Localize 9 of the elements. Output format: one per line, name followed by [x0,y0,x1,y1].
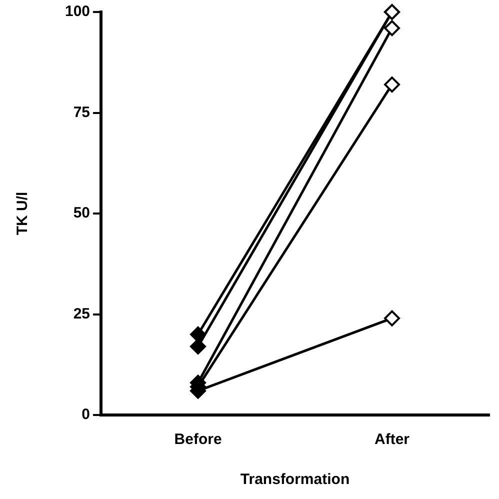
y-axis-title: TK U/l [14,192,32,236]
y-tick-label: 25 [73,305,90,322]
y-tick-label: 75 [73,104,90,121]
y-tick-label: 0 [82,406,90,424]
y-tick-label: 50 [73,204,90,222]
x-tick-label: After [374,431,410,448]
y-tick-label: 100 [64,3,90,20]
x-tick-label: Before [174,431,222,448]
x-axis-title: Transformation [240,471,350,488]
